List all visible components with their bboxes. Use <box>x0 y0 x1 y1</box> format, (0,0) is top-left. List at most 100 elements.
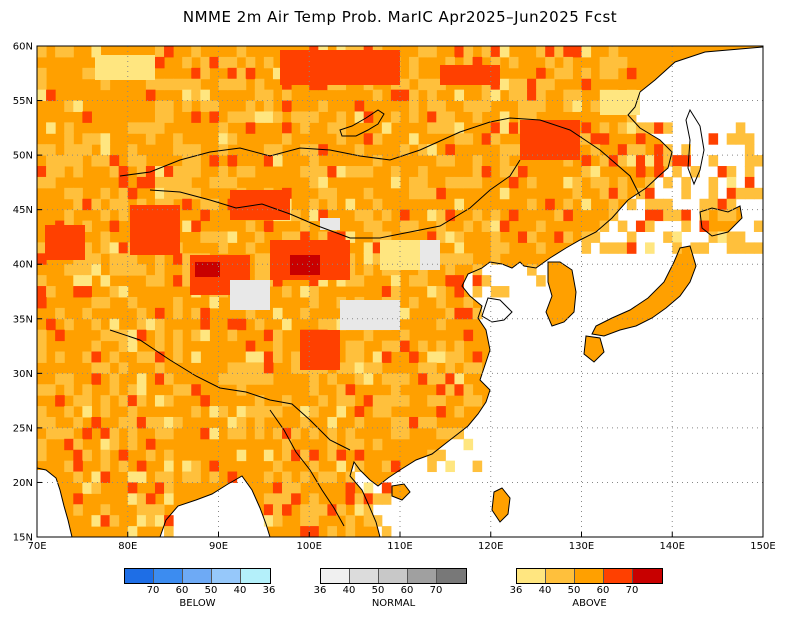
prob-cell <box>517 100 528 112</box>
prob-cell <box>454 231 465 243</box>
prob-cell <box>145 78 156 91</box>
prob-cell <box>363 111 374 123</box>
prob-cell <box>409 416 419 429</box>
prob-cell <box>182 155 192 167</box>
prob-cell <box>472 460 483 473</box>
prob-cell <box>690 242 700 254</box>
prob-cell <box>318 395 328 407</box>
prob-cell <box>254 253 265 265</box>
legend-normal-swatches <box>320 568 467 584</box>
prob-cell <box>463 220 474 232</box>
prob-cell <box>254 362 265 374</box>
prob-cell <box>726 176 737 189</box>
prob-cell <box>400 89 410 102</box>
prob-cell <box>599 176 610 189</box>
prob-cell <box>409 111 419 123</box>
prob-cell <box>191 155 201 167</box>
prob-cell <box>499 46 510 58</box>
prob-cell <box>472 362 483 374</box>
prob-cell <box>291 362 301 374</box>
prob-cell <box>436 187 446 200</box>
prob-cell <box>91 198 102 211</box>
prob-cell <box>336 275 347 287</box>
prob-cell <box>209 176 219 189</box>
legend-tick-label: 60 <box>400 585 414 596</box>
prob-cell <box>617 176 628 189</box>
prob-cell <box>82 449 92 462</box>
prob-cell <box>209 427 219 440</box>
prob-cell <box>472 275 483 287</box>
prob-cell <box>454 286 465 298</box>
prob-cell <box>109 286 120 298</box>
prob-cell <box>327 373 337 385</box>
prob-cell <box>427 89 437 102</box>
prob-cell <box>109 253 120 265</box>
prob-cell <box>173 78 183 91</box>
prob-cell <box>536 89 546 102</box>
prob-cell <box>154 482 165 494</box>
prob-cell <box>372 515 383 527</box>
prob-cell <box>463 384 474 396</box>
prob-cell <box>64 427 74 440</box>
prob-cell <box>409 275 419 287</box>
prob-cell <box>363 493 374 505</box>
prob-cell <box>82 351 92 363</box>
prob-cell <box>236 373 247 385</box>
prob-cell <box>91 515 102 527</box>
prob-cell <box>200 209 210 222</box>
prob-cell <box>345 384 356 396</box>
prob-cell <box>390 384 401 396</box>
prob-cell <box>608 67 619 80</box>
prob-cell <box>191 67 201 80</box>
prob-cell <box>481 220 492 232</box>
prob-cell <box>91 416 102 429</box>
prob-cell <box>381 373 392 385</box>
prob-cell <box>681 155 691 167</box>
prob-cell <box>563 46 573 58</box>
prob-cell <box>145 504 156 516</box>
prob-cell <box>82 198 92 211</box>
prob-cell <box>300 526 310 537</box>
prob-cell <box>236 67 247 80</box>
prob-cell <box>127 384 138 396</box>
prob-cell <box>173 187 183 200</box>
prob-cell <box>735 231 746 243</box>
prob-cell <box>309 275 319 287</box>
prob-cell <box>200 427 210 440</box>
prob-cell <box>164 111 174 123</box>
prob-cell <box>336 362 347 374</box>
prob-cell <box>100 296 111 309</box>
legend-normal-ticks: 36 40 50 60 70 <box>314 584 467 598</box>
prob-cell <box>599 133 610 145</box>
prob-cell <box>191 187 201 200</box>
prob-cell <box>182 78 192 91</box>
prob-cell <box>109 198 120 211</box>
prob-cell <box>282 395 292 407</box>
prob-cell <box>427 78 437 91</box>
prob-cell <box>136 198 147 211</box>
prob-cell <box>527 100 537 112</box>
prob-cell <box>218 242 229 254</box>
coastline-japan-kyushu <box>583 335 605 363</box>
prob-cell <box>654 144 664 156</box>
prob-cell <box>345 166 356 178</box>
prob-cell <box>154 56 165 69</box>
prob-cell <box>445 176 455 189</box>
prob-cell <box>154 515 165 527</box>
legend-swatch <box>350 569 379 583</box>
prob-cell <box>218 176 229 189</box>
prob-cell <box>300 122 310 134</box>
prob-cell <box>118 449 129 462</box>
prob-cell <box>490 253 501 265</box>
lat-tick-label: 60N <box>13 42 33 53</box>
prob-cell <box>654 122 664 134</box>
prob-cell <box>118 416 129 429</box>
prob-cell <box>118 187 129 200</box>
prob-cell <box>245 351 256 363</box>
prob-cell <box>726 166 737 178</box>
pale-region <box>380 240 420 270</box>
prob-cell <box>463 133 474 145</box>
pale-region <box>340 300 400 330</box>
prob-cell <box>626 144 637 156</box>
prob-cell <box>109 515 120 527</box>
